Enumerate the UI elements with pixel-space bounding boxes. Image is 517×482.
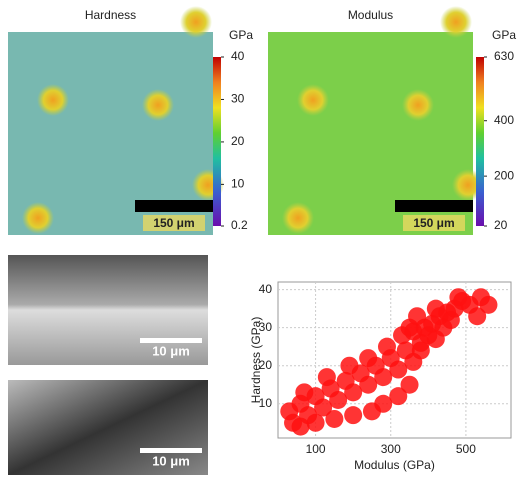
scatter-point bbox=[292, 418, 310, 436]
colorbar-tick-label: 200 bbox=[494, 168, 514, 182]
colorbar bbox=[476, 57, 484, 226]
colorbar-tick-label: 630 bbox=[494, 49, 514, 63]
colorbar-tick-label: 0.2 bbox=[231, 218, 248, 232]
scatter-point bbox=[318, 368, 336, 386]
y-axis-label: Hardness (GPa) bbox=[249, 317, 263, 404]
map-title: Modulus bbox=[348, 8, 393, 22]
scale-bar-label: 150 μm bbox=[413, 216, 454, 230]
map-spot bbox=[142, 89, 174, 121]
scale-bar bbox=[140, 338, 202, 343]
colorbar bbox=[213, 57, 221, 226]
scatter-point bbox=[340, 357, 358, 375]
scale-bar-label: 150 μm bbox=[153, 216, 194, 230]
y-tick-label: 40 bbox=[259, 282, 273, 296]
colorbar-tick-label: 20 bbox=[494, 218, 508, 232]
scatter-point bbox=[442, 311, 460, 329]
map-spot bbox=[440, 6, 472, 38]
scatter-point bbox=[359, 349, 377, 367]
map-spot bbox=[180, 6, 212, 38]
scale-bar bbox=[395, 200, 473, 212]
colorbar-tick-label: 400 bbox=[494, 113, 514, 127]
scatter-point bbox=[378, 338, 396, 356]
x-tick-label: 500 bbox=[456, 442, 476, 456]
scale-bar bbox=[140, 448, 202, 453]
scatter-point bbox=[479, 296, 497, 314]
colorbar-label: GPa bbox=[492, 28, 516, 42]
sem-images: 10 μm 10 μm bbox=[8, 255, 208, 475]
map-spot bbox=[282, 202, 314, 234]
x-tick-label: 300 bbox=[381, 442, 401, 456]
colorbar-tick-label: 30 bbox=[231, 92, 245, 106]
map-spot bbox=[37, 84, 69, 116]
map-spot bbox=[297, 84, 329, 116]
scatter-point bbox=[344, 406, 362, 424]
colorbar-tick-label: 20 bbox=[231, 134, 245, 148]
scatter-point bbox=[295, 383, 313, 401]
scatter-point bbox=[325, 410, 343, 428]
maps: Hardness GPa 0.2 10 20 30 40 150 μm Modulus GPa 20… bbox=[8, 6, 516, 235]
scatter-point bbox=[408, 307, 426, 325]
scale-bar bbox=[135, 200, 213, 212]
x-tick-label: 100 bbox=[306, 442, 326, 456]
scale-bar-label: 10 μm bbox=[152, 453, 190, 468]
map-title: Hardness bbox=[85, 8, 136, 22]
colorbar-label: GPa bbox=[229, 28, 253, 42]
scatter-point bbox=[363, 402, 381, 420]
colorbar-tick-label: 40 bbox=[231, 49, 245, 63]
scatter-point bbox=[427, 300, 445, 318]
scale-bar-label: 10 μm bbox=[152, 343, 190, 358]
x-axis-label: Modulus (GPa) bbox=[354, 458, 435, 472]
figure: Hardness GPa 0.2 10 20 30 40 150 μm Modulus GPa 20… bbox=[0, 0, 517, 477]
scatter-point bbox=[307, 414, 325, 432]
colorbar-tick-label: 10 bbox=[231, 177, 245, 191]
scatter-point bbox=[412, 341, 430, 359]
map-spot bbox=[22, 202, 54, 234]
map-spot bbox=[402, 89, 434, 121]
